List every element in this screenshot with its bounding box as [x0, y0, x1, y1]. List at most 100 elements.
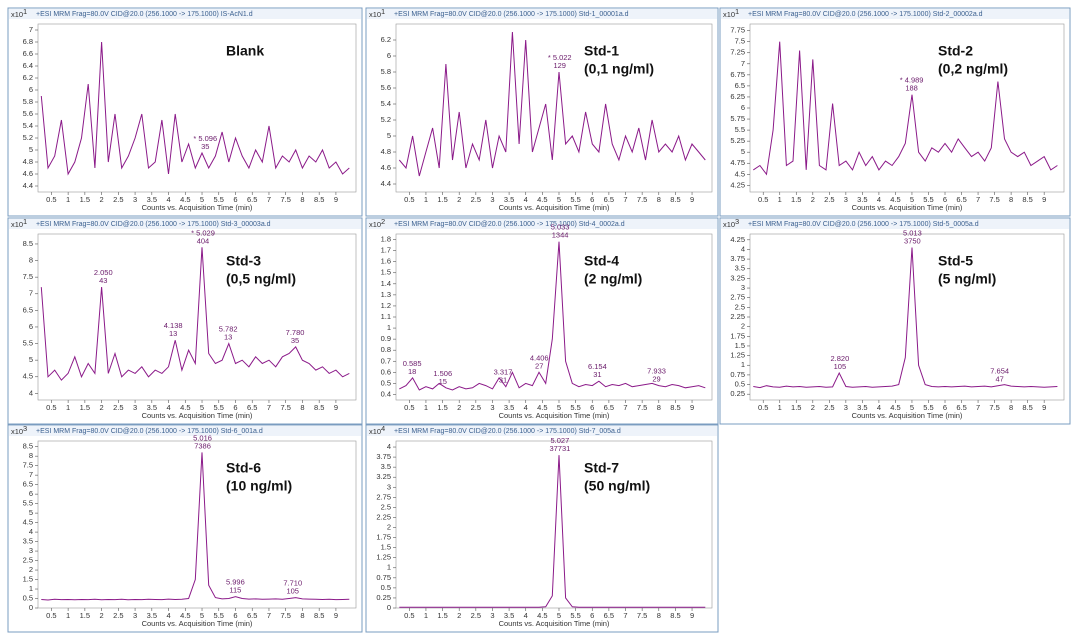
y-scale: x10	[11, 427, 23, 436]
x-tick-label: 6.5	[247, 611, 257, 620]
peak-area: 15	[439, 377, 447, 386]
x-tick-label: 7	[976, 403, 980, 412]
y-tick-label: 2	[29, 565, 33, 574]
peak-area: 35	[201, 142, 209, 151]
x-axis-label: Counts vs. Acquisition Time (min)	[499, 203, 610, 212]
peak-area: 105	[834, 362, 847, 371]
y-tick-label: 5.5	[735, 125, 745, 134]
x-tick-label: 7	[623, 403, 627, 412]
x-tick-label: 9	[690, 611, 694, 620]
x-axis-label: Counts vs. Acquisition Time (min)	[499, 619, 610, 628]
y-tick-label: 6.5	[23, 305, 33, 314]
y-tick-label: 4	[741, 244, 745, 253]
y-tick-label: 7.25	[730, 48, 745, 57]
x-tick-label: 1	[66, 611, 70, 620]
x-tick-label: 8.5	[670, 403, 680, 412]
x-tick-label: 6	[233, 403, 237, 412]
y-tick-label: 5.4	[381, 99, 391, 108]
panel-title: +ESI MRM Frag=80.0V CID@20.0 (256.1000 -…	[36, 428, 263, 435]
y-tick-label: 0.6	[381, 367, 391, 376]
x-tick-label: 5.5	[923, 195, 933, 204]
x-tick-label: 4	[166, 611, 170, 620]
y-tick-label: 3	[29, 546, 33, 555]
x-tick-label: 6.5	[956, 403, 966, 412]
x-tick-label: 6	[233, 195, 237, 204]
peak-time: 3.317	[494, 368, 513, 377]
x-tick-label: 8.5	[1022, 195, 1032, 204]
peak-area: 188	[905, 84, 918, 93]
peak-time: 0.585	[403, 359, 422, 368]
x-tick-label: 2.5	[824, 403, 834, 412]
peak-area: 29	[652, 375, 660, 384]
x-tick-label: 6.5	[604, 611, 614, 620]
y-tick-label: 4.5	[23, 518, 33, 527]
panel-title: +ESI MRM Frag=80.0V CID@20.0 (256.1000 -…	[394, 221, 625, 228]
x-axis-label: Counts vs. Acquisition Time (min)	[142, 619, 253, 628]
x-tick-label: 4.5	[180, 611, 190, 620]
peak-area: 18	[408, 367, 416, 376]
sample-concentration: (10 ng/ml)	[226, 478, 292, 494]
y-tick-label: 1	[387, 563, 391, 572]
x-tick-label: 3.5	[857, 195, 867, 204]
y-tick-label: 4.25	[730, 180, 745, 189]
x-tick-label: 1	[424, 195, 428, 204]
panel	[719, 7, 1071, 217]
plot-area	[37, 23, 357, 193]
x-tick-label: 5.5	[214, 195, 224, 204]
y-tick-label: 2.5	[381, 502, 391, 511]
x-tick-label: 2	[457, 195, 461, 204]
x-tick-label: 7.5	[637, 195, 647, 204]
y-tick-label: 7	[29, 470, 33, 479]
x-tick-label: 5	[557, 195, 561, 204]
y-tick-label: 6.4	[23, 61, 33, 70]
x-tick-label: 1	[778, 195, 782, 204]
x-tick-label: 3.5	[504, 403, 514, 412]
y-tick-label: 1.75	[730, 331, 745, 340]
y-tick-label: 2.5	[23, 556, 33, 565]
peak-time: 7.710	[283, 579, 302, 588]
y-tick-label: 4.4	[23, 181, 33, 190]
x-tick-label: 3	[844, 403, 848, 412]
x-tick-label: 1.5	[80, 195, 90, 204]
sample-concentration: (0,5 ng/ml)	[226, 271, 296, 287]
x-tick-label: 6	[233, 611, 237, 620]
y-tick-label: 0.5	[23, 593, 33, 602]
y-tick-label: 0.75	[376, 573, 391, 582]
x-tick-label: 2.5	[113, 611, 123, 620]
peak-time: 5.016	[193, 433, 212, 442]
x-tick-label: 6	[590, 403, 594, 412]
x-tick-label: 4.5	[890, 403, 900, 412]
x-tick-label: 7	[267, 403, 271, 412]
x-tick-label: 2	[100, 611, 104, 620]
x-axis-label: Counts vs. Acquisition Time (min)	[852, 411, 963, 420]
y-tick-label: 5.2	[381, 115, 391, 124]
y-tick-label: 6	[387, 51, 391, 60]
y-tick-label: 5.25	[730, 136, 745, 145]
trace	[40, 41, 350, 176]
panel-header	[721, 9, 1069, 19]
y-tick-label: 8	[29, 451, 33, 460]
x-tick-label: 0.5	[404, 611, 414, 620]
trace	[399, 455, 706, 608]
x-tick-label: 2	[811, 403, 815, 412]
x-tick-label: 8	[300, 403, 304, 412]
panel-title: +ESI MRM Frag=80.0V CID@20.0 (256.1000 -…	[394, 11, 629, 18]
peak-area: 7386	[194, 441, 211, 450]
x-tick-label: 2.5	[113, 195, 123, 204]
x-tick-label: 5	[200, 195, 204, 204]
x-tick-label: 2	[100, 403, 104, 412]
x-tick-label: 4	[524, 611, 528, 620]
panel-title: +ESI MRM Frag=80.0V CID@20.0 (256.1000 -…	[748, 221, 979, 228]
y-tick-label: 4	[29, 388, 33, 397]
x-tick-label: 6	[590, 195, 594, 204]
peak-time: * 5.096	[193, 134, 217, 143]
plot-area	[395, 23, 713, 193]
peak-area: 105	[286, 587, 299, 596]
sample-label: Std-5	[938, 253, 973, 269]
x-axis-label: Counts vs. Acquisition Time (min)	[142, 411, 253, 420]
x-tick-label: 2	[811, 195, 815, 204]
peak-area: 13	[169, 329, 177, 338]
y-tick-label: 1.5	[381, 543, 391, 552]
panel	[365, 424, 719, 633]
x-tick-label: 3	[490, 403, 494, 412]
